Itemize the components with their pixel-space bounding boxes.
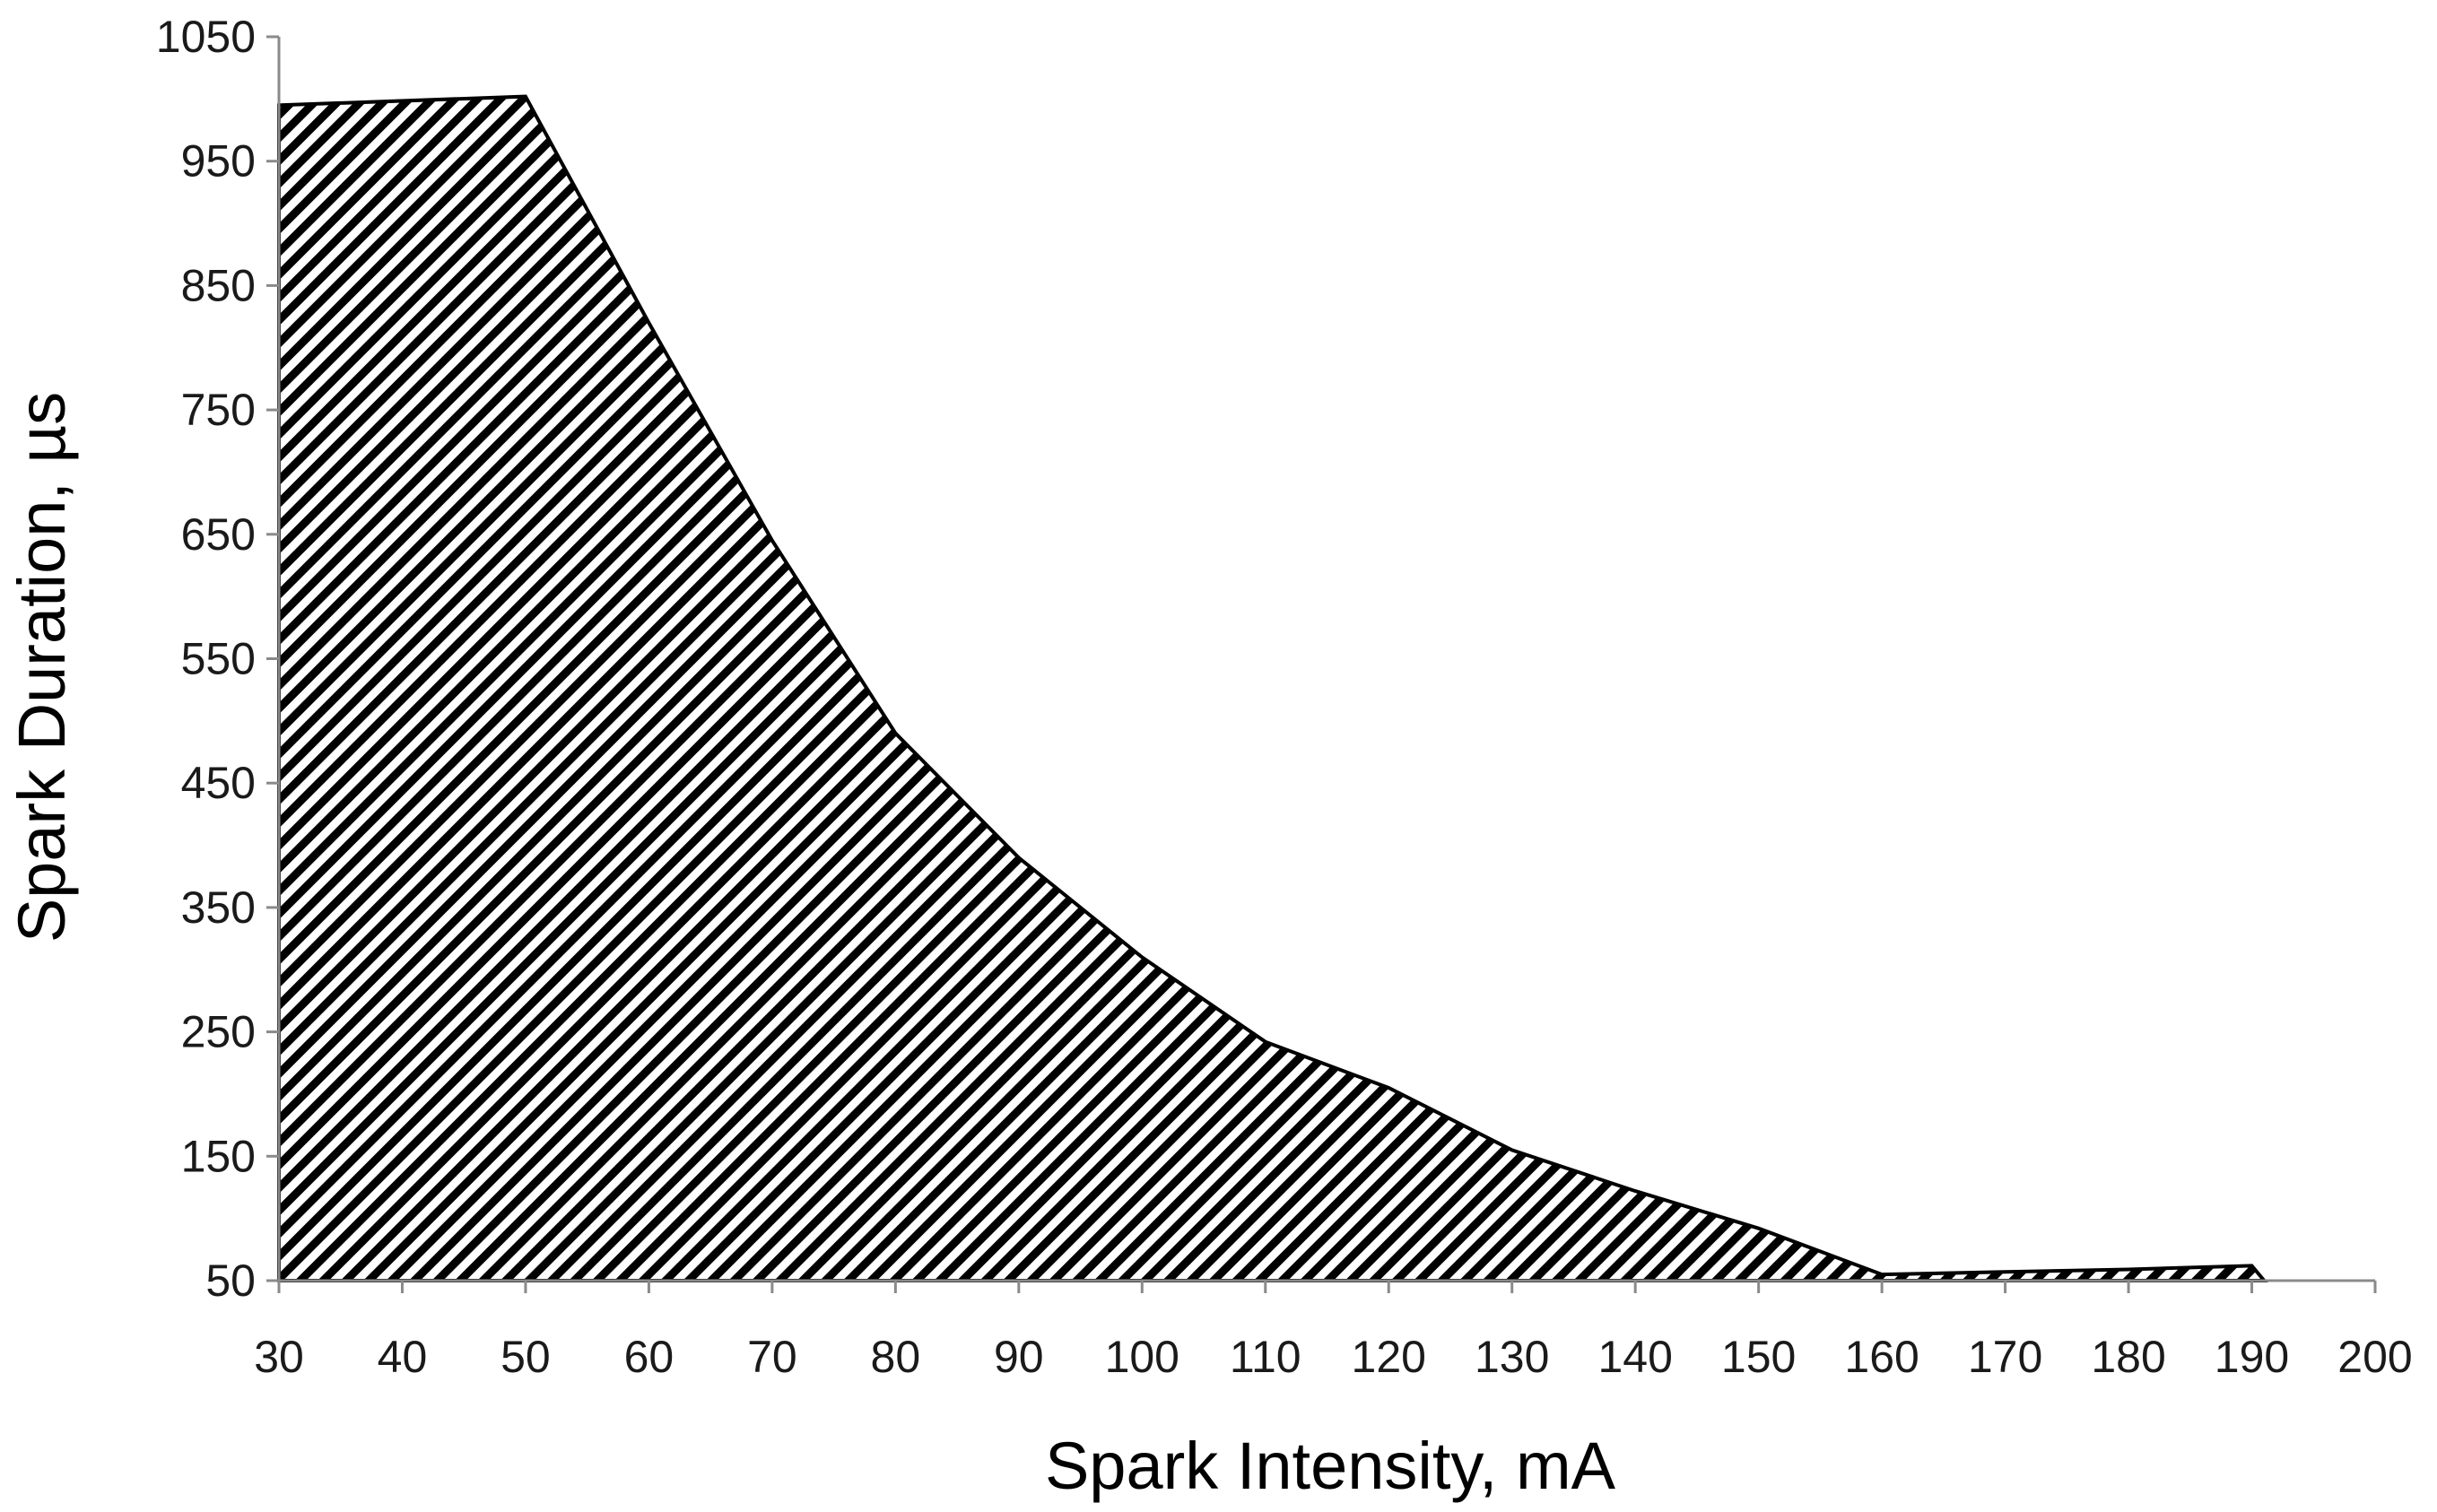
x-tick-label: 60 bbox=[624, 1332, 675, 1382]
y-axis-title: Spark Duration, µs bbox=[4, 392, 79, 943]
y-tick-label: 450 bbox=[181, 758, 256, 808]
tick-labels: 50 150 250 350 450 550 650 750 850 950 1050 30 40 50 6… bbox=[156, 12, 2413, 1382]
y-tick-label: 750 bbox=[181, 385, 256, 435]
x-tick-label: 50 bbox=[500, 1332, 551, 1382]
y-tick-label: 550 bbox=[181, 634, 256, 684]
x-axis-title: Spark Intensity, mA bbox=[1045, 1429, 1616, 1503]
x-tick-label: 140 bbox=[1597, 1332, 1672, 1382]
x-tick-label: 80 bbox=[871, 1332, 921, 1382]
x-tick-label: 200 bbox=[2337, 1332, 2412, 1382]
x-tick-label: 110 bbox=[1230, 1332, 1301, 1382]
x-tick-label: 190 bbox=[2215, 1332, 2289, 1382]
y-tick-label: 350 bbox=[181, 882, 256, 933]
x-tick-label: 120 bbox=[1352, 1332, 1426, 1382]
x-tick-label: 180 bbox=[2091, 1332, 2165, 1382]
x-tick-label: 90 bbox=[994, 1332, 1044, 1382]
y-tick-label: 50 bbox=[205, 1256, 256, 1306]
area-series bbox=[277, 94, 2268, 1282]
x-tick-label: 160 bbox=[1844, 1332, 1919, 1382]
x-tick-label: 40 bbox=[378, 1332, 428, 1382]
x-tick-label: 130 bbox=[1475, 1332, 1549, 1382]
y-tick-label: 650 bbox=[181, 509, 256, 560]
x-tick-label: 30 bbox=[254, 1332, 304, 1382]
y-tick-label: 1050 bbox=[156, 12, 256, 62]
x-tick-label: 150 bbox=[1721, 1332, 1796, 1382]
area-fill bbox=[277, 94, 2268, 1282]
y-tick-label: 950 bbox=[181, 136, 256, 187]
x-tick-label: 70 bbox=[747, 1332, 797, 1382]
y-tick-label: 850 bbox=[181, 260, 256, 310]
axes bbox=[266, 35, 2377, 1293]
y-tick-label: 150 bbox=[181, 1131, 256, 1181]
x-tick-label: 100 bbox=[1105, 1332, 1179, 1382]
x-tick-label: 170 bbox=[1968, 1332, 2042, 1382]
y-tick-label: 250 bbox=[181, 1007, 256, 1057]
